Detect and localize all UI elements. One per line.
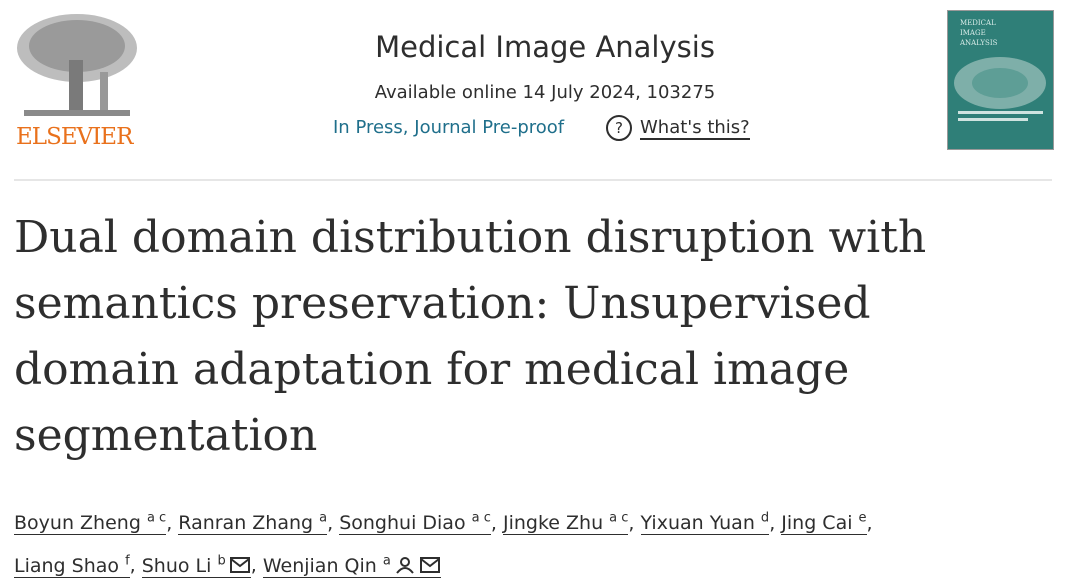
cover-title-line: IMAGE <box>960 29 986 37</box>
separator: , <box>866 512 873 535</box>
author[interactable]: Shuo Li b <box>141 553 251 578</box>
mail-icon[interactable] <box>419 556 441 574</box>
help-icon[interactable]: ? <box>606 115 632 141</box>
author[interactable]: Liang Shao f <box>14 553 130 578</box>
journal-name[interactable]: Medical Image Analysis <box>375 30 715 64</box>
status-link[interactable]: In Press, Journal Pre-proof <box>333 117 565 138</box>
mail-icon[interactable] <box>229 556 251 574</box>
separator: , <box>129 554 136 577</box>
affiliation: a c <box>146 511 167 526</box>
author[interactable]: Jing Cai e <box>781 511 867 536</box>
author-name: Jingke Zhu <box>502 512 604 535</box>
author[interactable]: Ranran Zhang a <box>178 511 328 536</box>
publisher-logo <box>17 14 137 116</box>
separator <box>14 179 1052 181</box>
affiliation: f <box>125 553 130 569</box>
affiliation: b <box>217 553 226 569</box>
author[interactable]: Yixuan Yuan d <box>640 511 770 536</box>
author-name: Liang Shao <box>14 554 120 577</box>
person-icon[interactable] <box>394 556 416 574</box>
author[interactable]: Songhui Diao a c <box>339 511 491 536</box>
separator: , <box>166 512 173 535</box>
separator: , <box>628 512 635 535</box>
journal-cover[interactable] <box>947 10 1054 150</box>
author-name: Yixuan Yuan <box>640 512 755 535</box>
separator: , <box>327 512 334 535</box>
article-title: Dual domain distribution disruption with… <box>14 205 926 469</box>
author[interactable]: Wenjian Qin a <box>262 553 441 578</box>
author-name: Jing Cai <box>781 512 853 535</box>
author-name: Ranran Zhang <box>178 512 314 535</box>
separator: , <box>250 554 257 577</box>
author-name: Shuo Li <box>141 554 212 577</box>
cover-title-line: MEDICAL <box>960 19 996 27</box>
separator: , <box>490 512 497 535</box>
affiliation: a <box>319 511 328 526</box>
title-line: semantics preservation: Unsupervised <box>14 278 871 329</box>
title-line: Dual domain distribution disruption with <box>14 212 927 263</box>
affiliation: e <box>858 511 867 526</box>
author-name: Songhui Diao <box>339 512 466 535</box>
author-line: Boyun Zheng a c, Ranran Zhang a, Songhui… <box>14 500 873 542</box>
cover-title-line: ANALYSIS <box>960 39 998 47</box>
title-line: domain adaptation for medical image <box>14 344 850 395</box>
separator: , <box>769 512 776 535</box>
affiliation: a c <box>609 511 629 526</box>
author-list: Boyun Zheng a c, Ranran Zhang a, Songhui… <box>14 500 873 585</box>
publisher-name: ELSEVIER <box>16 124 133 150</box>
author-line: Liang Shao f, Shuo Li b, Wenjian Qin a <box>14 542 873 584</box>
cover-title: MEDICAL IMAGE ANALYSIS <box>960 18 997 48</box>
author[interactable]: Jingke Zhu a c <box>502 511 629 536</box>
author-name: Boyun Zheng <box>14 512 141 535</box>
author-name: Wenjian Qin <box>262 554 377 577</box>
author[interactable]: Boyun Zheng a c <box>14 511 167 536</box>
title-line: segmentation <box>14 410 318 461</box>
availability: Available online 14 July 2024, 103275 <box>374 82 716 103</box>
affiliation: a <box>382 553 391 569</box>
help-link[interactable]: What's this? <box>640 117 750 140</box>
affiliation: d <box>760 511 770 526</box>
affiliation: a c <box>471 511 491 526</box>
